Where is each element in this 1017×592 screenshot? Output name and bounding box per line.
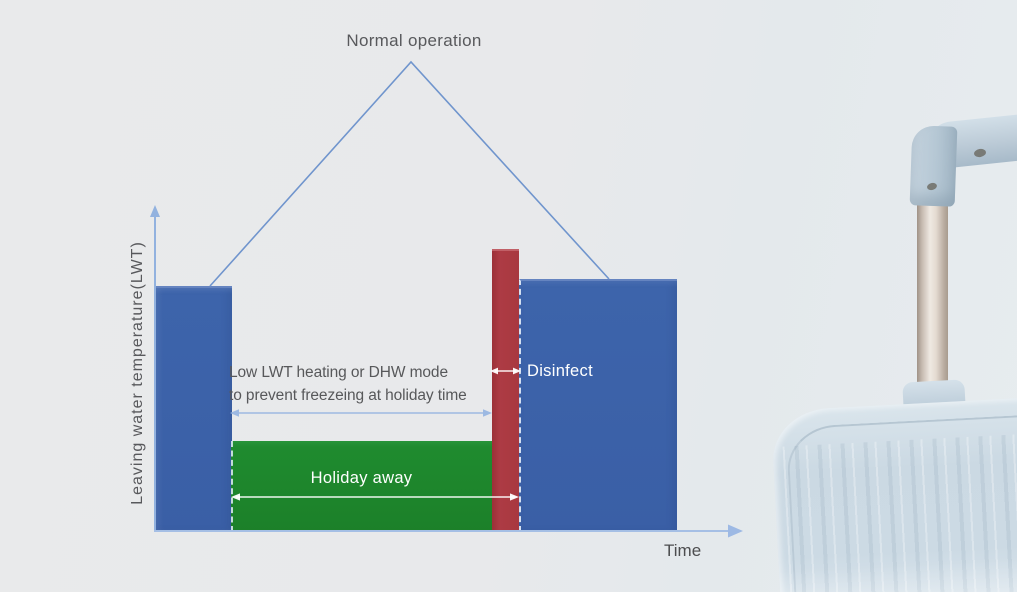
suitcase-body <box>770 397 1017 592</box>
diagram-title: Normal operation <box>346 31 482 50</box>
bar-disinfect <box>492 249 519 532</box>
low-lwt-annotation: Low LWT heating or DHW mode to prevent f… <box>229 361 467 407</box>
bar-normal-operation-right <box>519 279 677 532</box>
normal-operation-pointer-lines <box>209 60 610 287</box>
bar-normal-operation-left <box>156 286 232 532</box>
y-axis-arrow-icon <box>150 205 160 217</box>
low-lwt-annotation-line2: to prevent freezeing at holiday time <box>229 387 467 404</box>
arrow-head-icon <box>483 409 492 417</box>
suitcase-handle-grip <box>909 125 958 207</box>
low-lwt-annotation-line1: Low LWT heating or DHW mode <box>229 364 448 381</box>
holiday-away-label: Holiday away <box>310 469 413 487</box>
y-axis-label: Leaving water temperature(LWT) <box>129 241 146 505</box>
disinfect-label: Disinfect <box>527 362 593 380</box>
suitcase-telescopic-pole <box>917 198 948 394</box>
x-axis-label: Time <box>664 541 702 560</box>
x-axis-arrow-icon <box>728 524 743 538</box>
bar-holiday-away <box>231 441 492 532</box>
